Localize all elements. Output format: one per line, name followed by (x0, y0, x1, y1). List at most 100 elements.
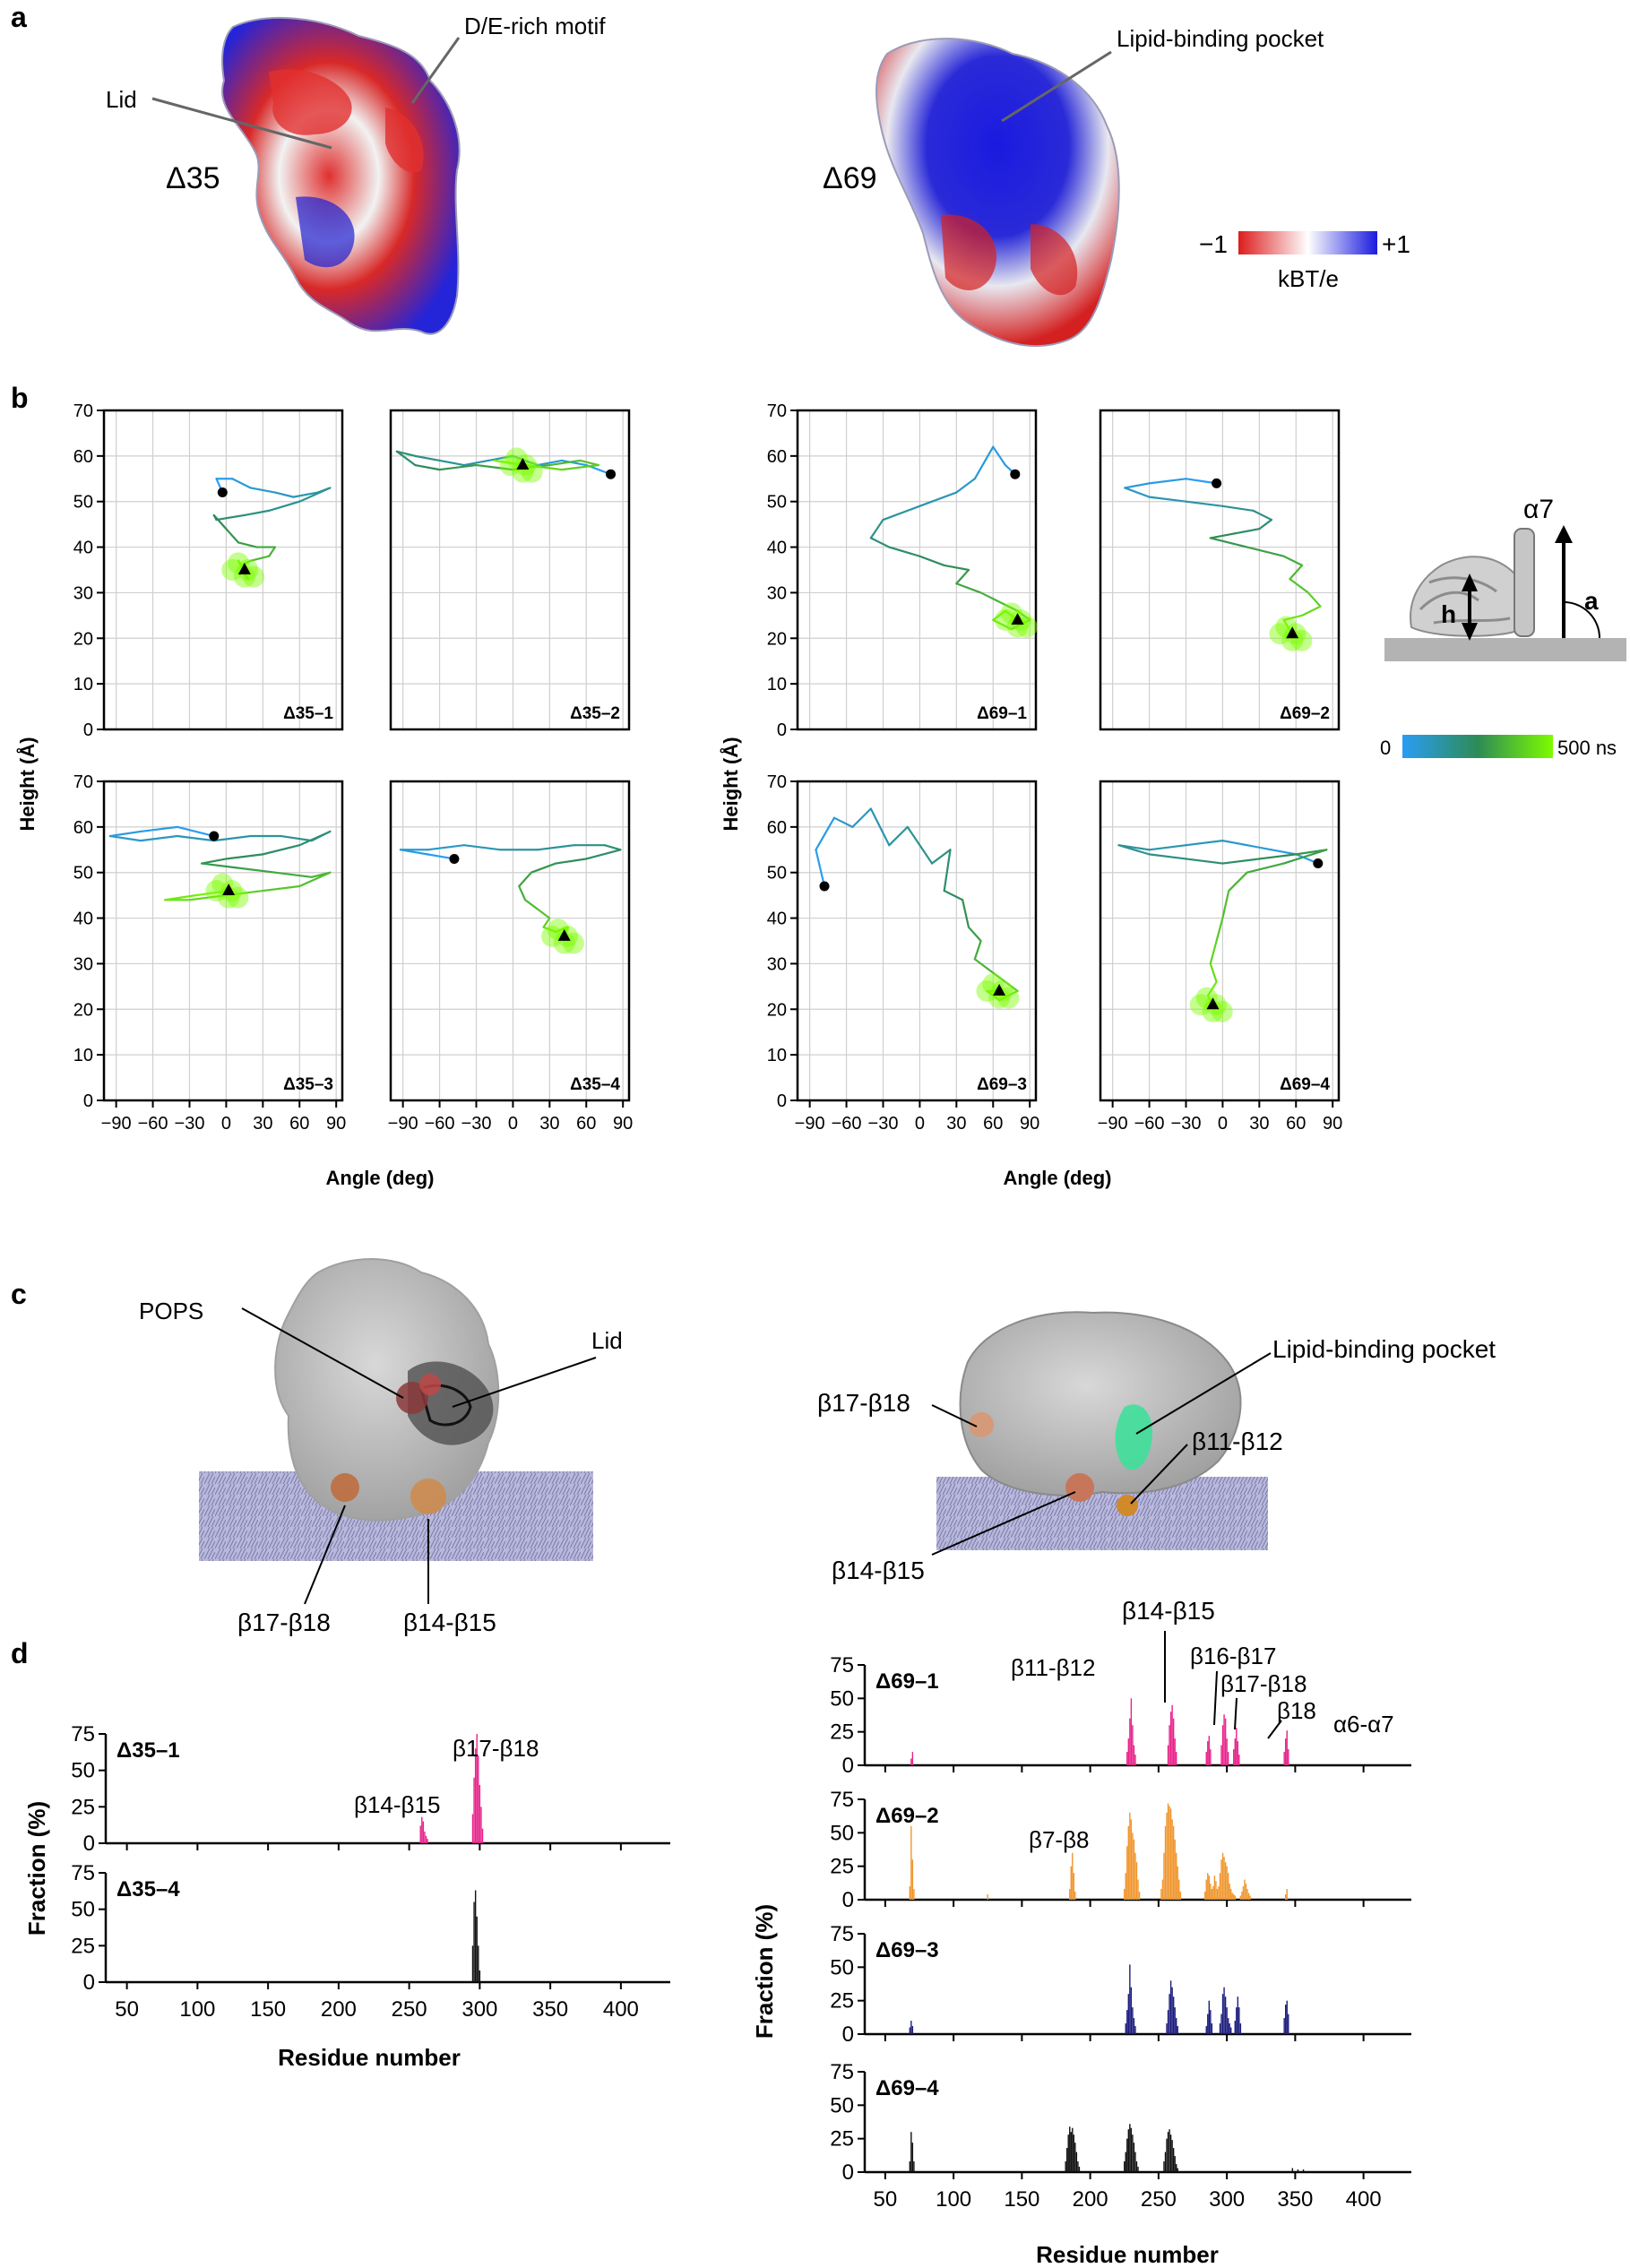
y-tick-label: 75 (71, 1861, 95, 1885)
start-marker (1212, 478, 1222, 488)
contact-bar (1137, 2167, 1139, 2172)
trajectory-segment (973, 939, 982, 961)
contact-bar (1239, 1895, 1242, 1900)
plot-frame (1099, 780, 1341, 1102)
contact-bar (1238, 1755, 1240, 1765)
y-tick-label: 25 (830, 1720, 854, 1745)
trajectory-segment (1185, 478, 1218, 485)
label-c-left-b14-b15: β14-β15 (403, 1608, 496, 1636)
trajectory-segment (962, 899, 970, 928)
trajectory-segment (292, 491, 319, 498)
leader-c-right-b11-b12 (1130, 1444, 1188, 1505)
end-marker (1011, 612, 1024, 625)
trajectory-segment (518, 871, 532, 888)
leader-lipid-binding-pocket-a (1001, 50, 1112, 123)
contact-histogram-d69-3: 0 25 50 75 Δ69–3 (830, 1922, 1411, 2047)
trajectory-segment (1246, 844, 1273, 851)
trajectory-segment (438, 459, 465, 467)
contact-bar (1078, 2167, 1081, 2172)
contact-bar (1077, 2161, 1079, 2172)
contact-bar (1242, 1886, 1245, 1900)
x-tick-label: −30 (175, 1114, 205, 1134)
leader-c-right-b17-b18 (931, 1404, 978, 1427)
y-tick-label: 0 (83, 1832, 95, 1856)
contact-bar (1205, 2026, 1207, 2034)
contact-bar (1129, 1718, 1131, 1765)
trajectory-segment (1270, 849, 1298, 856)
label-c-right-b14-b15: β14-β15 (832, 1557, 925, 1584)
contact-bar (1172, 1996, 1175, 2034)
trajectory-segment (215, 513, 246, 522)
trajectory-segment (487, 454, 514, 462)
start-marker (209, 831, 220, 841)
trajectory-segment (973, 958, 995, 974)
contact-bar (1161, 1879, 1164, 1900)
trajectory-segment (212, 513, 228, 530)
trajectory-segment (1221, 840, 1248, 847)
trajectory-segment (523, 899, 539, 910)
contact-bar (1070, 2132, 1072, 2172)
contact-bar (480, 1807, 482, 1843)
contact-bar (1291, 2168, 1294, 2172)
contact-bar (1127, 1994, 1130, 2034)
contact-bar (1208, 1736, 1210, 1765)
contact-bar (478, 1755, 479, 1843)
contact-bar (1226, 2007, 1228, 2034)
trajectory-cluster (512, 461, 534, 483)
trajectory-segment (414, 463, 441, 471)
d-right-ylabel: Fraction (%) (751, 1904, 778, 2039)
x-tick-label: −90 (795, 1114, 825, 1134)
time-colorbar-min: 0 (1380, 737, 1391, 759)
x-tick-label: 150 (1004, 2187, 1039, 2212)
histogram-title: Δ69–3 (875, 1938, 939, 1962)
trajectory-segment (395, 450, 417, 467)
x-tick-label: 30 (946, 1114, 966, 1134)
contact-bar (419, 1825, 421, 1843)
contact-bar (1132, 2007, 1134, 2034)
contact-bar (1160, 1889, 1162, 1900)
contact-histogram-d69-2: 0 25 50 75 Δ69–2 (830, 1788, 1411, 1912)
contact-bar (1233, 1749, 1235, 1765)
contact-bar (479, 1784, 481, 1843)
histogram-title: Δ69–1 (875, 1669, 939, 1694)
ann-d69-1-b14-b15: β14-β15 (1122, 1597, 1215, 1625)
contact-bar (910, 2021, 912, 2034)
trajectory-segment (1124, 482, 1151, 489)
x-tick-label: −30 (1171, 1114, 1202, 1134)
panel-b-trajectories: 0 10 20 30 40 50 60 70 Δ35–1 Δ35–2 0 10 20 30 40 50 60 70… (73, 401, 1343, 1134)
contact-bar (1176, 2018, 1177, 2034)
delta69-membrane-image (936, 1311, 1268, 1550)
y-tick-label: 75 (71, 1722, 95, 1746)
contact-bar (1137, 1879, 1139, 1900)
trajectory-segment (1246, 546, 1285, 557)
x-tick-label: 50 (115, 1997, 139, 2022)
trajectory-segment (1209, 962, 1218, 983)
panel-label-a: a (11, 1, 27, 33)
x-tick-label: 90 (1020, 1114, 1039, 1134)
ann-d69-1-a6-a7: α6-α7 (1333, 1711, 1394, 1738)
trajectory-segment (815, 816, 836, 851)
y-tick-label: 50 (830, 2093, 854, 2117)
trajectory-segment (523, 463, 564, 471)
y-tick-label: 0 (777, 720, 787, 740)
y-tick-label: 50 (767, 493, 787, 513)
contact-bar (1171, 1704, 1173, 1765)
x-tick-label: 400 (1346, 2187, 1382, 2212)
trajectory-segment (1185, 858, 1224, 865)
trajectory-cluster (988, 987, 1011, 1009)
y-tick-label: 30 (767, 954, 787, 974)
contact-bar (1234, 1738, 1236, 1765)
contact-bar (1163, 2161, 1165, 2172)
contact-bar (1207, 2014, 1209, 2034)
y-tick-label: 0 (842, 1888, 854, 1912)
ann-d69-1-b11-b12: β11-β12 (1011, 1654, 1095, 1681)
x-tick-label: 100 (179, 1997, 215, 2022)
contact-bar (1283, 1752, 1285, 1765)
contact-bar (913, 1889, 915, 1900)
y-tick-label: 50 (830, 1821, 854, 1845)
contact-bar (1164, 2152, 1167, 2172)
contact-bar (1213, 1876, 1216, 1900)
trajectory-cluster (553, 932, 575, 954)
trajectory-segment (164, 894, 197, 901)
